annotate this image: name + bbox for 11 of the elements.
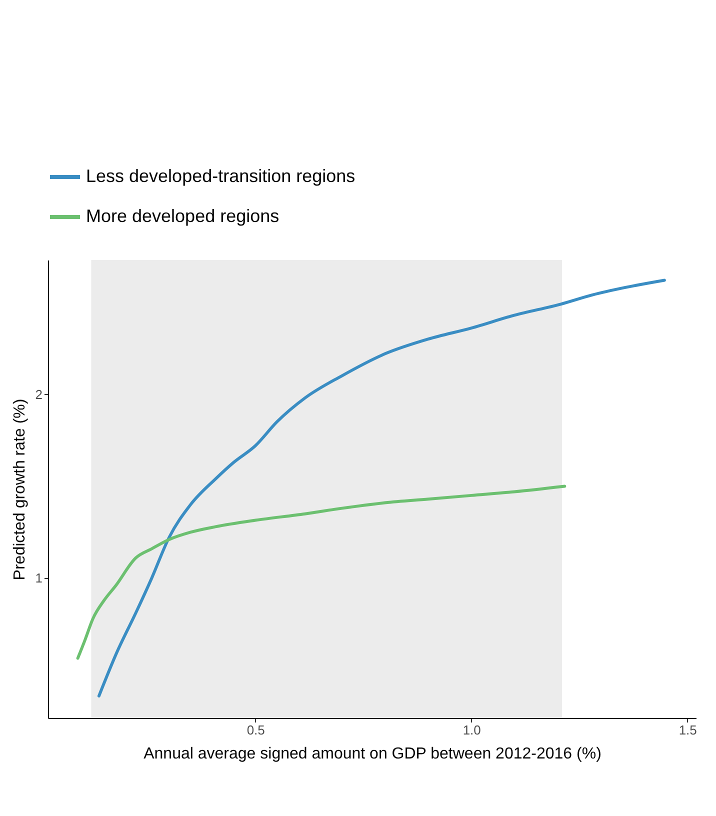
y-axis-title: Predicted growth rate (%): [11, 398, 28, 580]
x-axis-title: Annual average signed amount on GDP between 2012-2016 (%): [144, 746, 602, 762]
line-series: [97, 278, 666, 698]
x-tick-label: 0.5: [246, 722, 265, 738]
x-tick-label: 1.0: [462, 722, 481, 738]
line-series: [76, 484, 566, 660]
legend-label: Less developed-transition regions: [86, 166, 356, 186]
y-tick-label: 1: [35, 570, 42, 586]
y-tick-label: 2: [35, 386, 42, 402]
x-tick-label: 1.5: [678, 722, 697, 738]
legend-label: More developed regions: [86, 206, 280, 226]
